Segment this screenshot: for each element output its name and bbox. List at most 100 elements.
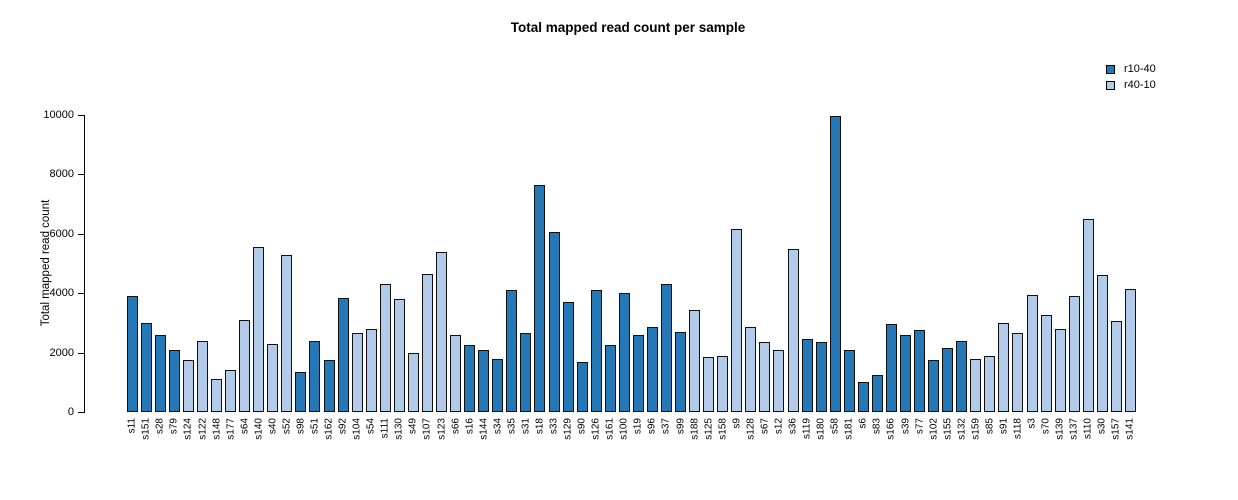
y-tick-label: 6000: [49, 227, 74, 240]
bar-s90: [576, 361, 588, 412]
bar-s180: [815, 342, 827, 412]
y-tick-mark: [78, 233, 84, 235]
x-tick-label: s188: [689, 418, 701, 440]
x-tick-label: s119: [801, 418, 813, 439]
x-tick-label: s181: [843, 418, 855, 440]
x-tick-label: s132: [956, 418, 968, 440]
y-tick-mark: [78, 115, 84, 116]
y-axis-line: [84, 115, 85, 413]
bar-s51: [309, 340, 321, 412]
bar-s132: [956, 340, 968, 412]
x-tick-label: s11: [126, 418, 138, 434]
x-tick-label: s49: [407, 418, 419, 435]
x-tick-label: s123: [436, 418, 448, 440]
legend: r10-40 r40-10: [1106, 61, 1156, 93]
x-tick-label: s158: [717, 418, 729, 440]
y-tick-mark: [78, 412, 84, 413]
bar-s34: [492, 358, 504, 412]
bar-s110: [1082, 218, 1094, 412]
x-tick-label: s39: [900, 418, 911, 435]
bar-s151: [140, 322, 152, 412]
bar-s181: [843, 349, 855, 412]
bar-s107: [421, 273, 433, 412]
bar-s100: [618, 293, 630, 412]
bar-s12: [773, 349, 785, 412]
bar-s83: [871, 374, 883, 412]
x-tick-label: s33: [548, 418, 560, 435]
bar-s52: [281, 254, 293, 412]
x-tick-label: s40: [267, 418, 279, 435]
x-tick-label: s118: [1012, 418, 1024, 439]
bar-s104: [351, 333, 363, 412]
x-tick-label: s6: [857, 418, 869, 429]
y-tick-label: 0: [67, 406, 74, 418]
x-tick-label: s16: [464, 418, 476, 435]
x-tick-label: s166: [885, 418, 897, 440]
x-tick-label: s30: [1096, 418, 1108, 435]
bar-s137: [1068, 296, 1080, 412]
bar-s85: [984, 355, 996, 412]
x-tick-label: s128: [745, 418, 757, 440]
x-tick-label: s64: [239, 418, 251, 435]
bar-s11: [126, 296, 138, 412]
bar-s79: [168, 349, 180, 412]
x-tick-label: s129: [562, 418, 574, 440]
bar-s31: [520, 333, 532, 412]
bar-s188: [689, 309, 701, 412]
bar-s3: [1026, 294, 1038, 412]
y-tick-mark: [78, 293, 84, 295]
x-tick-label: s12: [773, 418, 785, 435]
x-tick-label: s34: [492, 418, 504, 435]
bar-s157: [1110, 321, 1122, 412]
bar-s111: [379, 284, 391, 412]
x-tick-label: s110: [1082, 418, 1094, 439]
bar-s30: [1096, 275, 1108, 412]
x-tick-label: s157: [1110, 418, 1122, 440]
x-tick-label: s151: [140, 418, 152, 440]
bar-s102: [928, 360, 940, 412]
bar-s119: [801, 339, 813, 412]
x-tick-label: s66: [450, 418, 462, 435]
x-tick-label: s144: [478, 418, 490, 440]
bar-s144: [478, 349, 490, 412]
x-tick-label: s139: [1054, 418, 1066, 440]
bar-s9: [731, 229, 743, 412]
bar-s28: [154, 334, 166, 412]
chart-title: Total mapped read count per sample: [510, 20, 746, 35]
x-tick-label: s177: [225, 418, 237, 440]
x-tick-label: s162: [323, 418, 335, 440]
y-tick-label: 8000: [49, 168, 74, 181]
bar-s126: [590, 290, 602, 412]
x-tick-label: s159: [970, 418, 982, 440]
y-tick-mark: [78, 174, 84, 176]
bar-s37: [660, 284, 672, 412]
bar-s139: [1054, 328, 1066, 412]
legend-item: r10-40: [1106, 61, 1156, 77]
bar-s16: [464, 345, 476, 412]
bar-s58: [829, 116, 841, 412]
y-tick-label: 10000: [43, 109, 74, 121]
x-tick-label: s141: [1124, 418, 1136, 440]
bar-s64: [239, 319, 251, 412]
bar-s39: [900, 334, 911, 412]
x-tick-label: s52: [281, 418, 293, 435]
legend-swatch-r10-40: [1106, 64, 1115, 74]
x-tick-label: s122: [197, 418, 208, 440]
x-tick-label: s107: [421, 418, 433, 440]
x-tick-label: s148: [211, 418, 223, 440]
bar-s98: [295, 371, 307, 412]
bar-s6: [857, 382, 869, 412]
bar-s54: [365, 328, 377, 412]
x-tick-label: s77: [914, 418, 926, 435]
bar-s122: [197, 340, 208, 412]
x-tick-label: s36: [787, 418, 799, 435]
x-tick-label: s92: [337, 418, 349, 435]
bar-s130: [393, 299, 405, 412]
legend-label: r10-40: [1124, 62, 1156, 75]
legend-item: r40-10: [1106, 77, 1156, 93]
bar-s161: [604, 345, 616, 412]
x-tick-label: s111: [379, 418, 391, 439]
bar-s118: [1012, 333, 1024, 412]
x-tick-label: s79: [168, 418, 180, 435]
